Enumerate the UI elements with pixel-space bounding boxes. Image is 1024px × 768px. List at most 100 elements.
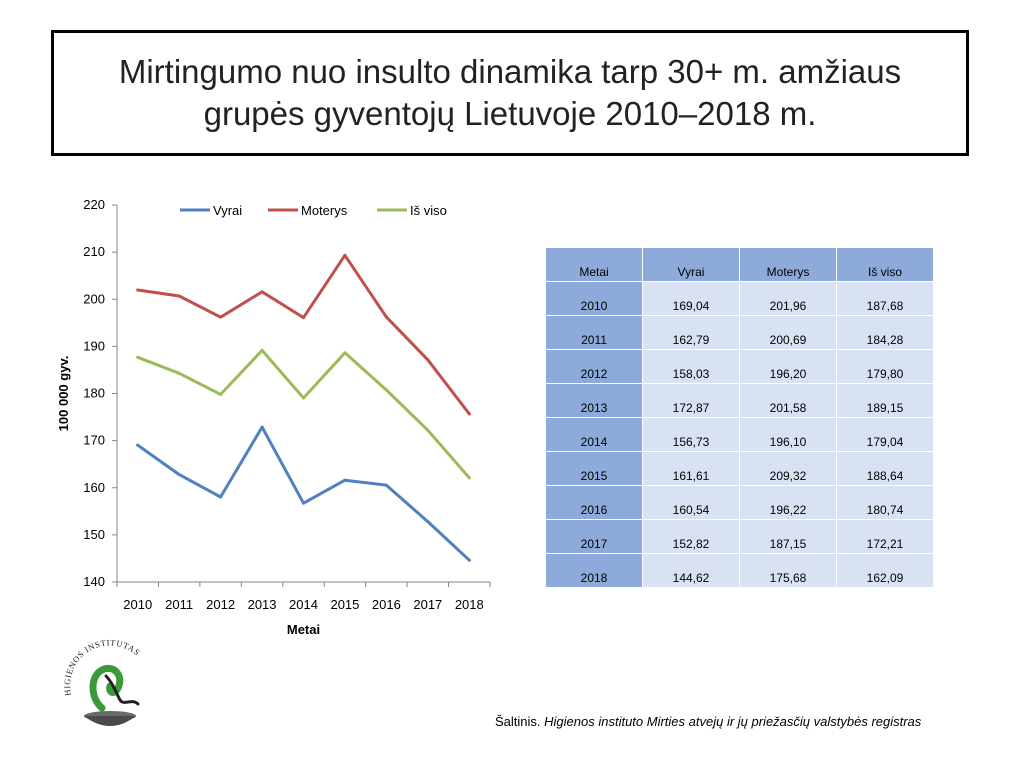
table-cell: 187,68	[836, 281, 934, 316]
table-header-cell: Moterys	[739, 247, 837, 282]
title-line-2: grupės gyventojų Lietuvoje 2010–2018 m.	[203, 95, 817, 132]
data-point	[260, 425, 264, 429]
higienos-institutas-logo: HIGIENOS INSTITUTAS	[62, 637, 142, 726]
x-tick-label: 2012	[206, 597, 235, 612]
table-cell: 201,58	[739, 383, 837, 418]
y-tick-label: 190	[83, 338, 105, 353]
table-cell: 200,69	[739, 315, 837, 350]
legend-label: Moterys	[301, 203, 348, 218]
table-row: 2017 152,82 187,15 172,21	[545, 519, 934, 554]
data-point	[384, 315, 388, 319]
legend-label: Vyrai	[213, 203, 242, 218]
x-tick-label: 2013	[248, 597, 277, 612]
table-year-cell: 2015	[545, 451, 643, 486]
table-header-cell: Metai	[545, 247, 643, 282]
table-cell: 172,21	[836, 519, 934, 554]
data-point	[343, 351, 347, 355]
source-registry: Higienos instituto Mirties atvejų ir jų …	[544, 714, 922, 729]
table-header-row: Metai Vyrai Moterys Iš viso	[545, 247, 934, 282]
table-year-cell: 2011	[545, 315, 643, 350]
x-axis-title: Metai	[287, 622, 320, 637]
table-body: 2010 169,04 201,96 187,68 2011 162,79 200,69 18…	[545, 281, 934, 588]
table-cell: 187,15	[739, 519, 837, 554]
table-row: 2010 169,04 201,96 187,68	[545, 281, 934, 316]
table-cell: 152,82	[642, 519, 740, 554]
table-cell: 156,73	[642, 417, 740, 452]
x-tick-label: 2014	[289, 597, 318, 612]
x-tick-label: 2010	[123, 597, 152, 612]
table-year-cell: 2013	[545, 383, 643, 418]
table-row: 2018 144,62 175,68 162,09	[545, 553, 934, 588]
series-line-2	[136, 348, 471, 480]
series-line-1	[136, 253, 471, 416]
table-cell: 144,62	[642, 553, 740, 588]
title-box: Mirtingumo nuo insulto dinamika tarp 30+…	[51, 30, 969, 156]
table-cell: 172,87	[642, 383, 740, 418]
data-point	[302, 396, 305, 400]
table-cell: 196,20	[739, 349, 837, 384]
data-point	[426, 428, 430, 432]
source-prefix: Šaltinis.	[495, 714, 545, 729]
table-year-cell: 2012	[545, 349, 643, 384]
data-point	[177, 294, 181, 298]
x-tick-label: 2016	[372, 597, 401, 612]
data-point	[302, 316, 305, 320]
y-tick-label: 160	[83, 480, 105, 495]
y-tick-label: 200	[83, 291, 105, 306]
table-year-cell: 2018	[545, 553, 643, 588]
title-line-1: Mirtingumo nuo insulto dinamika tarp 30+…	[118, 53, 902, 90]
data-point	[136, 443, 140, 447]
data-point	[426, 520, 430, 524]
x-tick-label: 2017	[413, 597, 442, 612]
y-tick-label: 150	[83, 527, 105, 542]
data-point	[343, 253, 347, 257]
table-cell: 184,28	[836, 315, 934, 350]
y-tick-label: 170	[83, 433, 105, 448]
table-cell: 162,09	[836, 553, 934, 588]
table-row: 2011 162,79 200,69 184,28	[545, 315, 934, 350]
table-cell: 158,03	[642, 349, 740, 384]
data-table: Metai Vyrai Moterys Iš viso 2010 169,04 20…	[545, 247, 934, 588]
data-point	[302, 501, 305, 505]
data-point	[136, 355, 140, 359]
data-point	[343, 478, 347, 482]
y-axis-title: 100 000 gyv.	[56, 356, 71, 432]
x-tick-label: 2018	[455, 597, 484, 612]
x-tick-label: 2011	[165, 597, 193, 612]
y-tick-label: 180	[83, 386, 105, 401]
table-cell: 179,04	[836, 417, 934, 452]
data-point	[467, 412, 471, 416]
table-year-cell: 2016	[545, 485, 643, 520]
table-cell: 196,10	[739, 417, 837, 452]
table-header-cell: Iš viso	[836, 247, 934, 282]
y-tick-label: 210	[83, 244, 105, 259]
table-cell: 201,96	[739, 281, 837, 316]
table-header-cell: Vyrai	[642, 247, 740, 282]
data-point	[260, 348, 264, 352]
data-point	[177, 371, 181, 375]
table-cell: 169,04	[642, 281, 740, 316]
table-cell: 161,61	[642, 451, 740, 486]
table-row: 2015 161,61 209,32 188,64	[545, 451, 934, 486]
data-point	[177, 473, 181, 477]
y-tick-label: 220	[83, 197, 105, 212]
table-row: 2016 160,54 196,22 180,74	[545, 485, 934, 520]
table-cell: 196,22	[739, 485, 837, 520]
legend-label: Iš viso	[410, 203, 447, 218]
source-note: Šaltinis. Higienos instituto Mirties atv…	[495, 714, 921, 729]
table-cell: 188,64	[836, 451, 934, 486]
table-cell: 180,74	[836, 485, 934, 520]
data-point	[384, 388, 388, 392]
table-cell: 179,80	[836, 349, 934, 384]
data-point	[467, 476, 471, 480]
table-year-cell: 2014	[545, 417, 643, 452]
data-point	[467, 558, 471, 562]
data-point	[136, 288, 140, 292]
line-chart: 140 150 160 170 180 190 200 210 220 2010 2011 2012 2…	[56, 197, 491, 637]
table-cell: 162,79	[642, 315, 740, 350]
table-row: 2012 158,03 196,20 179,80	[545, 349, 934, 384]
data-point	[219, 392, 223, 396]
x-tick-label: 2015	[330, 597, 359, 612]
data-point	[384, 483, 388, 487]
table-row: 2013 172,87 201,58 189,15	[545, 383, 934, 418]
